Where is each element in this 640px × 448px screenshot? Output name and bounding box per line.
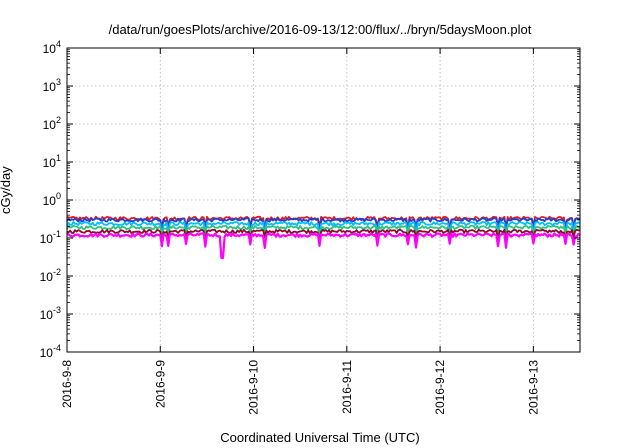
series-lines (66, 215, 581, 259)
chart-title: /data/run/goesPlots/archive/2016-09-13/1… (108, 22, 532, 37)
x-tick-label: 2016-9-9 (153, 360, 167, 408)
y-tick-label: 10-3 (40, 305, 61, 322)
series-line (66, 228, 580, 243)
series-line (66, 221, 581, 240)
grid-lines (66, 47, 580, 353)
x-tick-label: 2016-9-11 (340, 360, 354, 414)
y-axis-label: cGy/day (0, 166, 13, 214)
y-tick-label: 103 (43, 77, 61, 94)
x-tick-label: 2016-9-10 (247, 360, 261, 415)
x-axis-ticks: 2016-9-8 2016-9-9 2016-9-10 2016-9-11 2016-9… (60, 48, 540, 415)
y-tick-label: 10-1 (40, 229, 61, 246)
y-tick-label: 100 (43, 191, 61, 208)
y-axis-ticks: 104 103 102 101 100 10-1 10-2 10-3 10-4 (40, 39, 580, 360)
x-tick-label: 2016-9-8 (60, 360, 74, 408)
series-line (66, 232, 581, 259)
x-tick-label: 2016-9-12 (433, 360, 447, 415)
series-line (66, 215, 581, 231)
series-line (66, 217, 581, 233)
y-tick-label: 10-4 (40, 343, 61, 360)
x-axis-label: Coordinated Universal Time (UTC) (220, 430, 420, 445)
x-tick-label: 2016-9-13 (526, 360, 540, 415)
y-tick-label: 104 (43, 39, 61, 56)
y-tick-label: 102 (43, 115, 61, 132)
series-line (66, 224, 581, 238)
y-tick-label: 101 (43, 153, 61, 170)
y-tick-label: 10-2 (40, 267, 61, 284)
